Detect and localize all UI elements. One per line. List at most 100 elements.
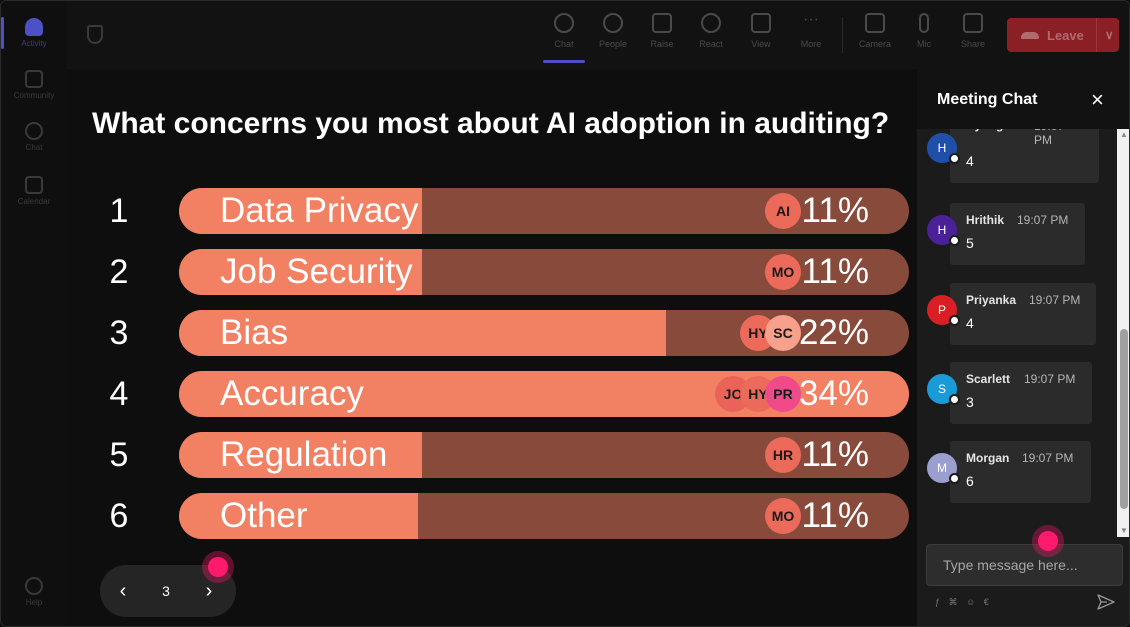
camera-button[interactable]: Camera xyxy=(850,13,900,59)
more-button[interactable]: ··· More xyxy=(786,11,836,59)
chat-scrollbar[interactable]: ▲ ▼ xyxy=(1117,129,1129,537)
leave-divider xyxy=(1095,18,1097,52)
avatar-initial: S xyxy=(937,382,946,396)
avatar[interactable]: P xyxy=(927,295,960,326)
rail-label: Help xyxy=(25,598,43,607)
chat-message-input[interactable] xyxy=(926,544,1123,586)
avatar-initial: H xyxy=(937,141,947,155)
option-label: Other xyxy=(220,496,308,535)
option-number: 4 xyxy=(109,375,129,413)
avatar-initial: H xyxy=(937,223,947,237)
message-text: 3 xyxy=(966,394,974,410)
option-bar: Regulation 11% HR xyxy=(179,432,909,478)
rail-label: Calendar xyxy=(17,197,51,206)
view-button[interactable]: View xyxy=(736,13,786,59)
option-percent: 11% xyxy=(801,252,869,291)
rail-item-activity[interactable]: Activity xyxy=(1,9,67,57)
option-label: Job Security xyxy=(220,252,413,291)
message-text: 4 xyxy=(966,315,974,331)
previous-page-button[interactable]: ‹ xyxy=(119,579,127,602)
leave-button[interactable]: Leave ∨ xyxy=(1007,18,1119,52)
avatar-initial: M xyxy=(937,461,947,475)
voter-avatar: PR xyxy=(765,376,801,412)
presence-status-icon xyxy=(949,315,960,326)
person-icon xyxy=(603,13,623,33)
message-bubble: Morgan 19:07 PM 6 xyxy=(950,441,1091,503)
poll-option-row: 2 Job Security 11% MO xyxy=(67,249,917,295)
rail-label: Activity xyxy=(21,39,47,48)
presence-status-icon xyxy=(949,153,960,164)
meeting-toolbar: Chat People Raise React View ··· More Ca… xyxy=(67,1,1129,69)
mic-button[interactable]: Mic xyxy=(899,13,949,59)
sender-name: Hyungsik xyxy=(966,129,1020,132)
raise-hand-button[interactable]: Raise xyxy=(637,13,687,59)
sender-name: Hrithik xyxy=(966,213,1005,227)
click-indicator xyxy=(1032,525,1064,557)
chevron-down-icon[interactable]: ∨ xyxy=(1104,28,1114,42)
share-button[interactable]: Share xyxy=(948,13,998,59)
chat-title: Meeting Chat xyxy=(937,91,1038,108)
option-percent: 11% xyxy=(801,435,869,474)
presence-status-icon xyxy=(949,394,960,405)
close-icon[interactable]: × xyxy=(1091,87,1104,112)
react-button[interactable]: React xyxy=(686,13,736,59)
option-bar: Bias 22% HY SC xyxy=(179,310,909,356)
avatar[interactable]: S xyxy=(927,374,960,405)
chat-button[interactable]: Chat xyxy=(539,13,589,63)
avatar[interactable]: H xyxy=(927,133,960,164)
voter-avatar: AI xyxy=(765,193,801,229)
rail-item-calendar[interactable]: Calendar xyxy=(1,167,67,215)
option-bar: Data Privacy 11% AI xyxy=(179,188,909,234)
people-button[interactable]: People xyxy=(588,13,638,59)
poll-results-panel: What concerns you most about AI adoption… xyxy=(67,69,917,626)
message-time: 19:07 PM xyxy=(1034,129,1064,147)
chat-message-list[interactable]: Hyungsik 19:07 PM 4 H Hrithik 19:07 PM 5 H Priya… xyxy=(917,129,1117,537)
message-text: 4 xyxy=(966,153,974,169)
message-bubble: Scarlett 19:07 PM 3 xyxy=(950,362,1092,424)
more-icon: ··· xyxy=(803,11,819,28)
rail-item-community[interactable]: Community xyxy=(1,61,67,109)
message-bubble: Priyanka 19:07 PM 4 xyxy=(950,283,1096,345)
message-time: 19:07 PM xyxy=(1024,372,1076,386)
rail-item-chat[interactable]: Chat xyxy=(1,113,67,161)
scroll-up-icon[interactable]: ▲ xyxy=(1120,130,1128,139)
option-bar-fill xyxy=(179,432,422,478)
community-icon xyxy=(25,70,43,88)
share-icon xyxy=(963,13,983,33)
bell-icon xyxy=(25,18,43,36)
option-percent: 22% xyxy=(798,313,869,352)
poll-option-row: 6 Other 11% MO xyxy=(67,493,917,539)
sender-name: Scarlett xyxy=(966,372,1011,386)
rail-item-help[interactable]: Help xyxy=(1,568,67,616)
option-bar-fill xyxy=(179,188,422,234)
mic-icon xyxy=(919,13,929,33)
option-percent: 11% xyxy=(801,496,869,535)
poll-question: What concerns you most about AI adoption… xyxy=(92,107,890,140)
poll-option-row: 4 Accuracy 34% JO HY PR xyxy=(67,371,917,417)
avatar[interactable]: H xyxy=(927,215,960,246)
left-rail: Activity Community Chat Calendar Help xyxy=(1,1,67,626)
hand-icon xyxy=(652,13,672,33)
voter-avatar: HR xyxy=(765,437,801,473)
option-bar: Other 11% MO xyxy=(179,493,909,539)
voter-avatar: MO xyxy=(765,254,801,290)
presence-status-icon xyxy=(949,473,960,484)
send-icon[interactable] xyxy=(1097,593,1115,611)
option-bar-fill xyxy=(179,493,418,539)
voter-avatar: SC xyxy=(765,315,801,351)
format-toolbar-icons[interactable]: ƒ ⌘ ☺ € xyxy=(935,597,992,607)
toolbar-divider xyxy=(842,17,843,53)
message-bubble: Hyungsik 19:07 PM 4 xyxy=(950,129,1099,183)
grid-icon xyxy=(751,13,771,33)
mic-button-label: Mic xyxy=(917,39,931,49)
sender-name: Morgan xyxy=(966,451,1010,465)
option-number: 5 xyxy=(109,436,129,474)
voter-avatar: MO xyxy=(765,498,801,534)
next-page-button[interactable]: › xyxy=(205,579,213,602)
scrollbar-thumb[interactable] xyxy=(1120,329,1128,509)
avatar[interactable]: M xyxy=(927,453,960,484)
click-indicator xyxy=(202,551,234,583)
smiley-icon xyxy=(701,13,721,33)
scroll-down-icon[interactable]: ▼ xyxy=(1120,526,1128,535)
